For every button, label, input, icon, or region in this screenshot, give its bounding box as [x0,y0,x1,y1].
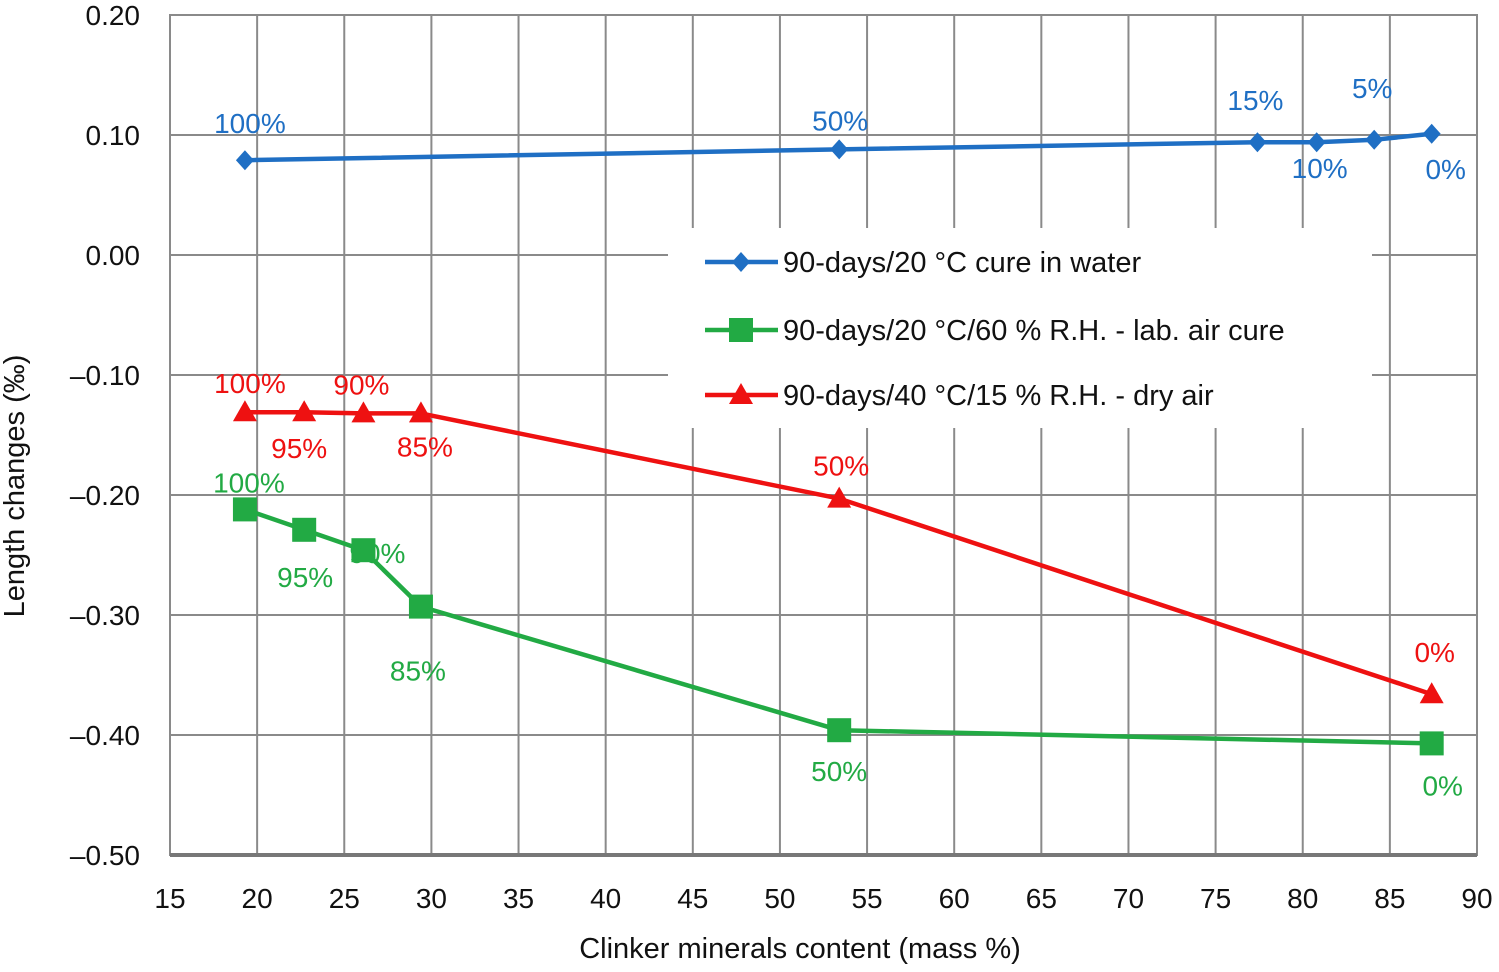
x-tick-label: 75 [1200,883,1231,914]
legend-marker-2 [729,383,753,404]
x-tick-label: 80 [1287,883,1318,914]
series-0-point [1422,123,1441,144]
series-1-point [827,718,852,743]
x-tick-label: 35 [503,883,534,914]
series-line-0 [244,131,1432,163]
x-tick-label: 90 [1461,883,1492,914]
series-0-point [235,150,254,171]
data-label: 90% [333,369,389,400]
data-label: 50% [813,451,869,482]
series-2-point [232,400,257,422]
x-tick-label: 85 [1374,883,1405,914]
series-2-point [827,486,852,508]
y-axis-title: Length changes (‰) [0,355,31,618]
series-line-2 [244,409,1433,697]
y-tick-label: –0.40 [70,720,140,751]
data-label: 0% [1414,637,1454,668]
x-tick-label: 60 [939,883,970,914]
data-label: 100% [214,368,286,399]
x-tick-label: 20 [242,883,273,914]
series-0-point [1307,132,1326,153]
x-tick-label: 40 [590,883,621,914]
series-1-point [232,497,257,522]
legend-label-2: 90-days/40 °C/15 % R.H. - dry air [783,380,1214,412]
data-label: 95% [271,433,327,464]
x-tick-label: 50 [764,883,795,914]
legend-label-0: 90-days/20 °C cure in water [783,247,1141,279]
y-tick-label: 0.20 [86,0,141,31]
axes: 15 20 25 30 35 40 45 50 55 60 65 70 75 80 85 90 0.20 0.10… [70,0,1493,914]
data-label: 0% [1422,770,1462,801]
x-tick-label: 55 [851,883,882,914]
data-label: 50% [812,105,868,136]
series-1-point [351,538,376,563]
data-label: 10% [1292,153,1348,184]
data-label: 85% [390,656,446,687]
data-label: 90% [349,538,405,569]
data-label: 100% [214,108,286,139]
series-line-1 [244,507,1432,746]
series-2-point [1419,682,1444,704]
x-axis-title: Clinker minerals content (mass %) [579,933,1021,965]
legend-marker-1 [729,318,753,342]
legend-label-1: 90-days/20 °C/60 % R.H. - lab. air cure [783,315,1285,347]
series-0-point [830,139,849,160]
x-tick-label: 25 [329,883,360,914]
series-1-point [1419,731,1444,756]
series-1-point [292,517,317,542]
legend-box [668,228,1372,428]
y-tick-label: –0.30 [70,600,140,631]
y-tick-label: –0.20 [70,480,140,511]
data-label: 15% [1227,85,1283,116]
y-tick-label: 0.10 [86,120,141,151]
series-0-point [1248,132,1267,153]
series-0-point [1365,129,1384,150]
x-tick-label: 70 [1113,883,1144,914]
data-label: 0% [1425,154,1465,185]
data-label: 5% [1352,73,1392,104]
x-tick-label: 65 [1026,883,1057,914]
x-tick-label: 45 [677,883,708,914]
series-1-point [408,594,433,619]
data-label: 100% [213,467,285,498]
data-label: 95% [277,562,333,593]
data-labels: 100% 50%15%10%5%0%100%95%90%85%50% 0%100%9… [213,73,1466,802]
series-2-point [408,401,433,423]
y-tick-label: 0.00 [86,240,141,271]
series-2-point [292,400,317,422]
y-tick-label: –0.10 [70,360,140,391]
data-label: 50% [811,756,867,787]
data-label: 85% [397,431,453,462]
series-layer [232,123,1444,756]
series-2-point [351,401,376,423]
x-tick-label: 30 [416,883,447,914]
y-tick-label: –0.50 [70,840,140,871]
legend: 90-days/20 °C cure in water 90-days/20 °C… [668,228,1372,428]
legend-marker-0 [732,252,750,272]
x-tick-label: 15 [154,883,185,914]
